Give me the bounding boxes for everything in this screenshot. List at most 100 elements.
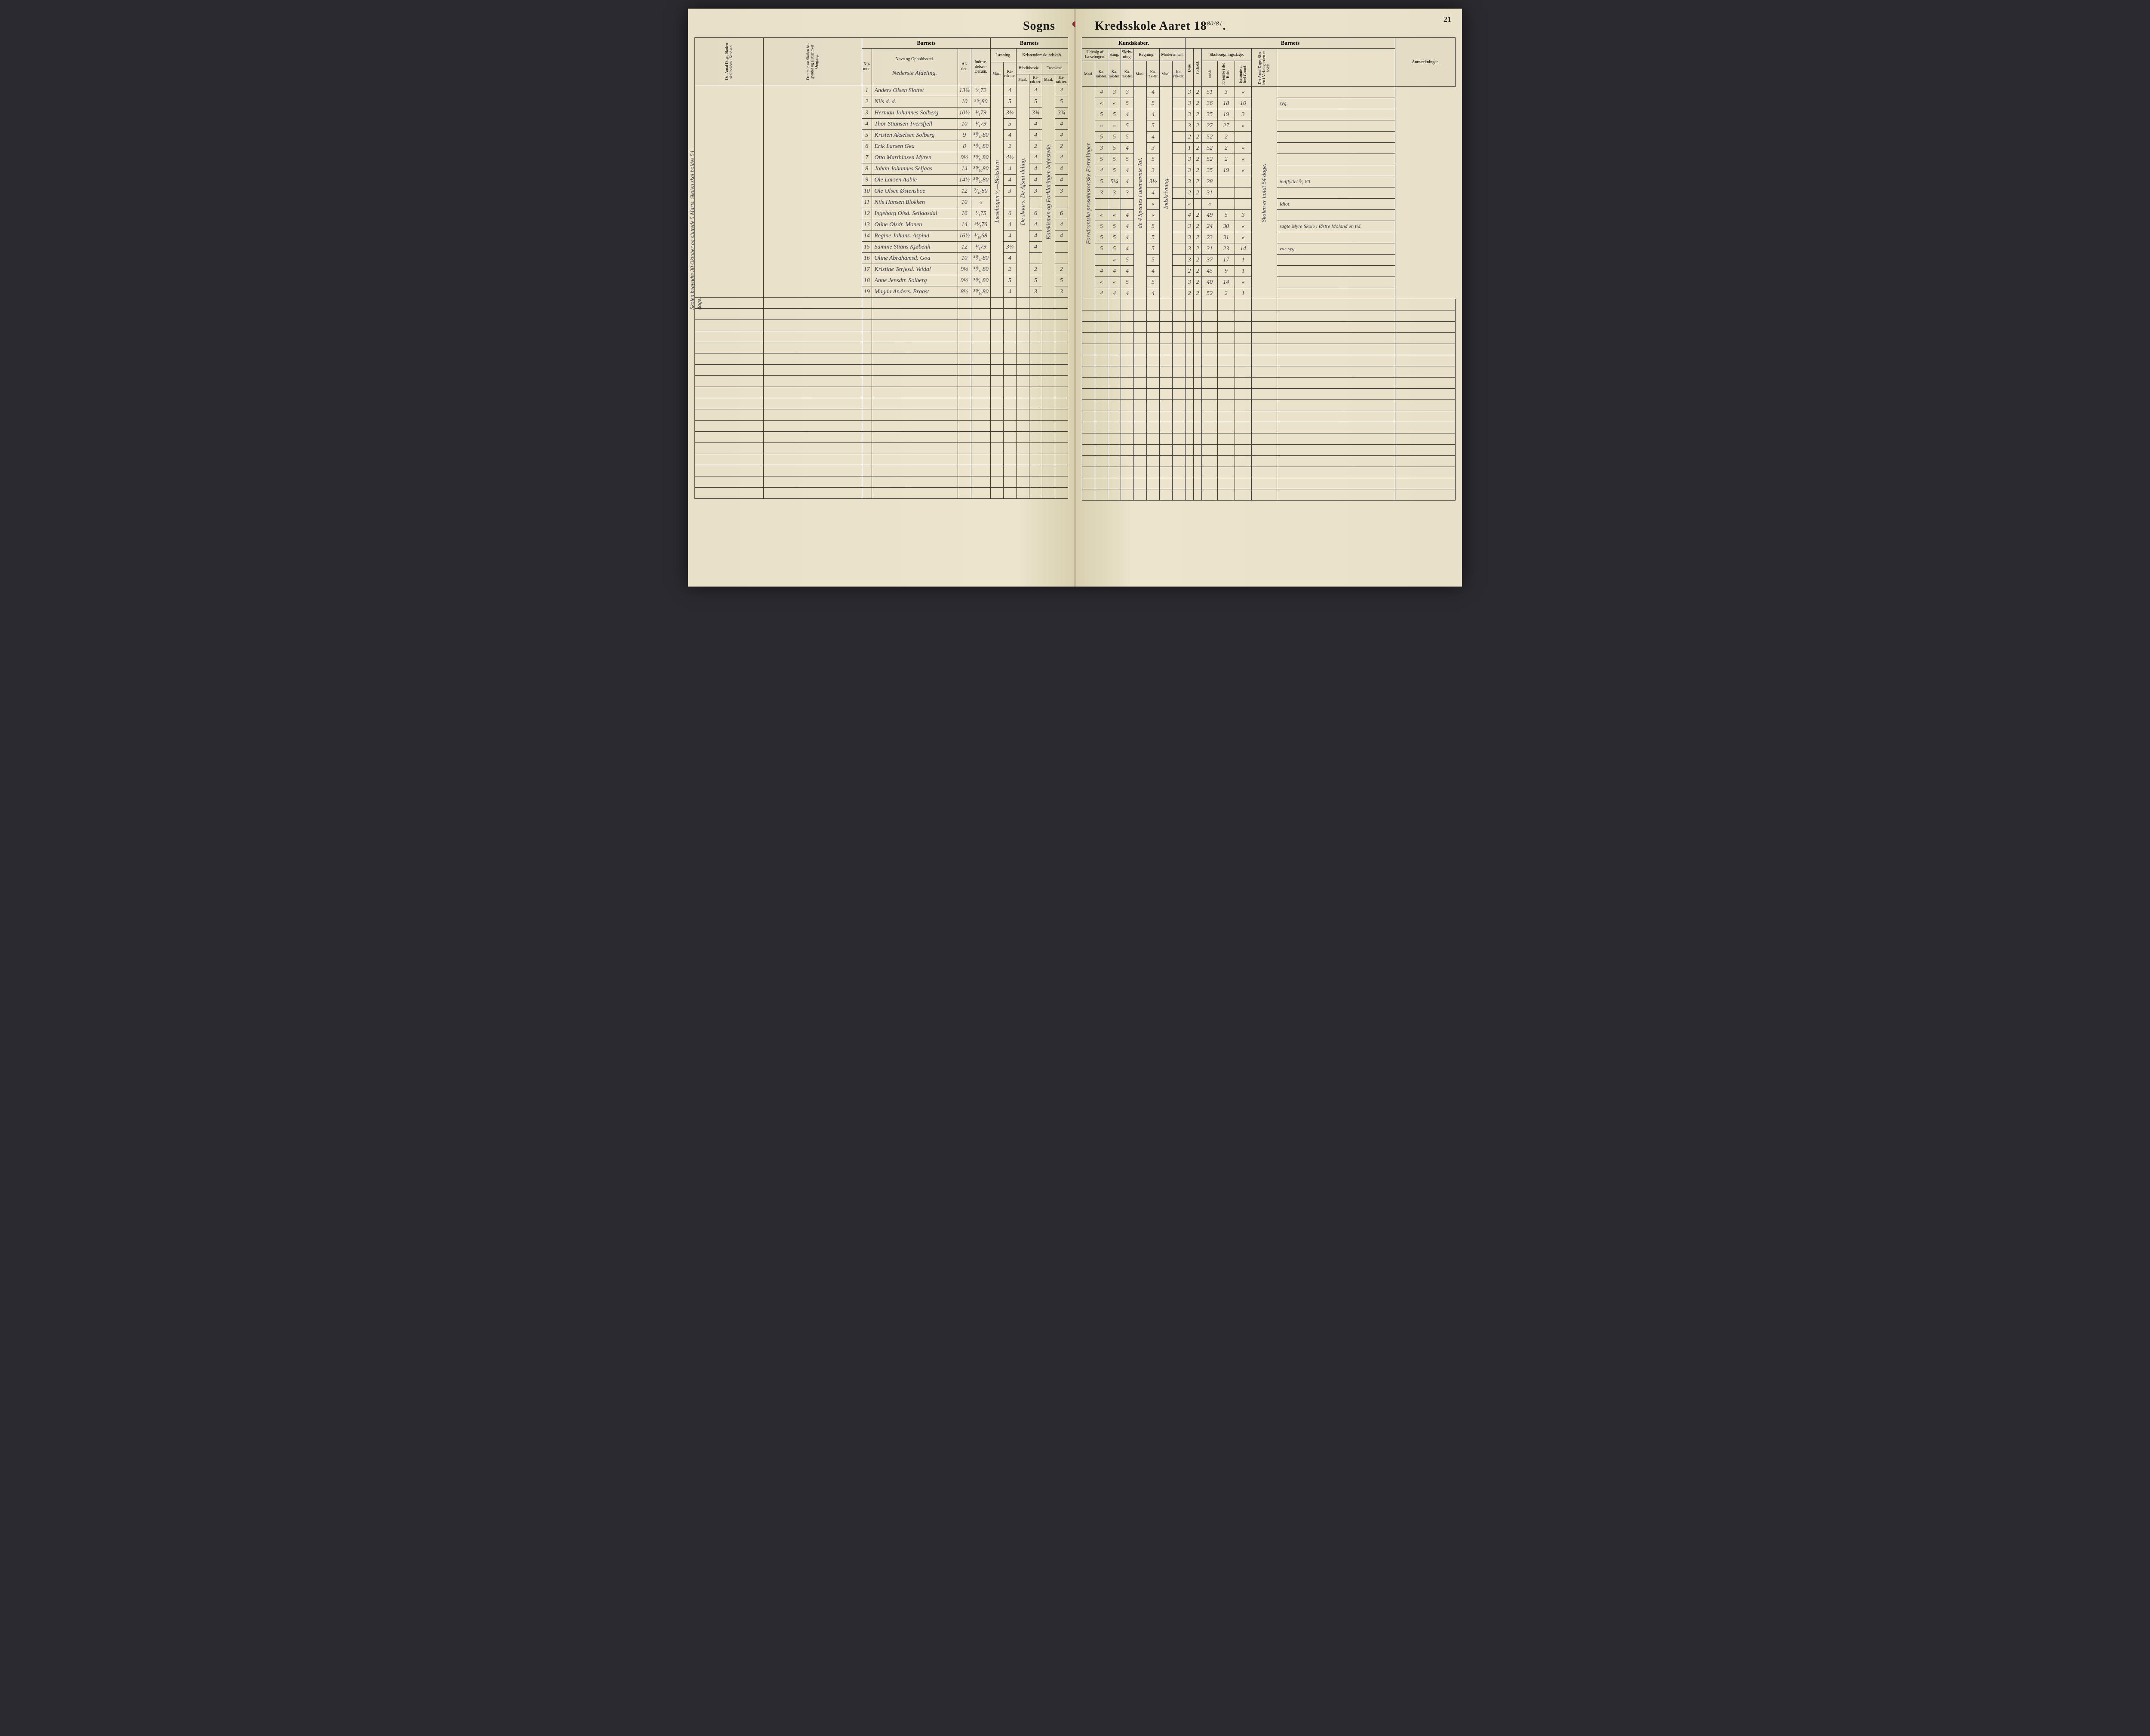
cell-b-kar: 4 [1029,163,1042,175]
cell-num: 14 [862,230,872,242]
cell-l-kar: 4 [1004,130,1017,141]
cell-t-kar: 6 [1055,208,1068,219]
cell-sang: 3 [1108,87,1121,98]
cell-fors-hele: 5 [1217,210,1235,221]
cell-skriv: 5 [1121,277,1134,288]
cell-b-kar: 4 [1029,119,1042,130]
cell-l-kar: 2 [1004,264,1017,275]
cell-u-kar: « [1095,277,1108,288]
cell-r-kar: « [1147,199,1160,210]
cell-fors-lovl [1235,176,1252,187]
col-sg-kar: Ka-rak-ter. [1108,61,1121,87]
cell-date: ⁷⁄₁₀80 [971,186,991,197]
cell-skriv: 4 [1121,243,1134,255]
cell-fors-hele [1217,187,1235,199]
cell-forhold: 2 [1194,143,1202,154]
cell-fors-lovl [1235,132,1252,143]
cell-regning-maal: de 4 Species i ubenævnte Tal. [1134,87,1147,299]
cell-name: Kristen Akselsen Solberg [872,130,958,141]
cell-skriv: 4 [1121,176,1134,187]
cell-date: ³⁰⁄₁₀80 [971,152,991,163]
cell-age: 16 [958,208,971,219]
right-table: Kundskaber. Barnets Anmærkninger. Udvalg… [1082,37,1456,501]
cell-num: 4 [862,119,872,130]
col-alder: Al-der. [958,49,971,85]
cell-forhold: 2 [1194,98,1202,109]
cell-u-kar: 5 [1095,132,1108,143]
cell-fors-hele: 2 [1217,288,1235,299]
empty-row [1082,456,1456,467]
cell-note [1277,154,1395,165]
cell-t-kar: 3 [1055,286,1068,298]
col-antal-virk: Det Antal Dage, Sko-len i Virkeligheden … [1252,49,1277,87]
cell-u-kar: 5 [1095,154,1108,165]
cell-evne: 3 [1186,277,1194,288]
empty-row [1082,411,1456,422]
cell-forhold: 2 [1194,288,1202,299]
cell-note [1277,187,1395,199]
title-right-prefix: Kredsskole Aaret 18 [1095,19,1207,33]
col-anmaerkninger: Anmærkninger. [1395,38,1456,87]
cell-fors-hele: 14 [1217,277,1235,288]
cell-age: 12 [958,186,971,197]
cell-l-kar: 2 [1004,141,1017,152]
col-u-kar: Ka-rak-ter. [1095,61,1108,87]
cell-forhold [1194,199,1202,210]
cell-b-kar [1029,253,1042,264]
empty-row [1082,445,1456,456]
cell-num: 17 [862,264,872,275]
cell-num: 12 [862,208,872,219]
cell-r-kar: 5 [1147,277,1160,288]
cell-age: 14½ [958,175,971,186]
cell-note [1277,210,1395,221]
col-laesning: Læsning. [991,49,1017,62]
cell-date: « [971,197,991,208]
cell-forhold: 2 [1194,154,1202,165]
col-b-maal: Maal. [1017,74,1029,85]
cell-r-kar: 4 [1147,132,1160,143]
empty-row [1082,467,1456,478]
cell-evne: 3 [1186,243,1194,255]
cell-l-kar: 4 [1004,230,1017,242]
cell-l-kar: 4 [1004,253,1017,264]
cell-mode: 27 [1202,120,1218,132]
title-left: Sogns [694,17,1068,37]
col-t-kar: Ka-rak-ter. [1055,74,1068,85]
cell-b-kar: 2 [1029,141,1042,152]
cell-sang: 4 [1108,288,1121,299]
cell-fors-hele: 19 [1217,165,1235,176]
cell-skriv: 5 [1121,120,1134,132]
cell-mode: 52 [1202,143,1218,154]
cell-mode: 23 [1202,232,1218,243]
cell-r-kar: 5 [1147,232,1160,243]
cell-age: 10 [958,197,971,208]
cell-t-kar: 4 [1055,85,1068,96]
cell-skriv: 3 [1121,187,1134,199]
col-l-maal: Maal. [991,62,1004,85]
cell-skriv: 4 [1121,143,1134,154]
cell-l-kar: 3¾ [1004,242,1017,253]
cell-num: 9 [862,175,872,186]
cell-mode: 31 [1202,243,1218,255]
empty-row [695,376,1068,387]
empty-row [695,387,1068,398]
cell-mode: 37 [1202,255,1218,266]
col-u-maal: Maal. [1082,61,1095,87]
cell-r-kar: 5 [1147,120,1160,132]
cell-b-kar: 5 [1029,275,1042,286]
cell-age: 9½ [958,152,971,163]
col-datum-omgang: Datum, naar Skolen be-gynder og slutter … [763,38,862,85]
cell-u-kar: 5 [1095,243,1108,255]
cell-name: Regine Johans. Aspind [872,230,958,242]
cell-date: ¹⁄₁79 [971,119,991,130]
cell-fors-lovl: 10 [1235,98,1252,109]
empty-row [1082,400,1456,411]
ledger-book: Skolen begyndte 30 Oktober og sluttede 5… [688,9,1462,587]
cell-mode: 49 [1202,210,1218,221]
col-skolesogning: Skolesøgningsdage. [1202,49,1252,61]
cell-u-kar: 4 [1095,266,1108,277]
cell-evne: 3 [1186,98,1194,109]
cell-fors-lovl: « [1235,143,1252,154]
cell-t-kar [1055,253,1068,264]
cell-u-kar: 3 [1095,187,1108,199]
